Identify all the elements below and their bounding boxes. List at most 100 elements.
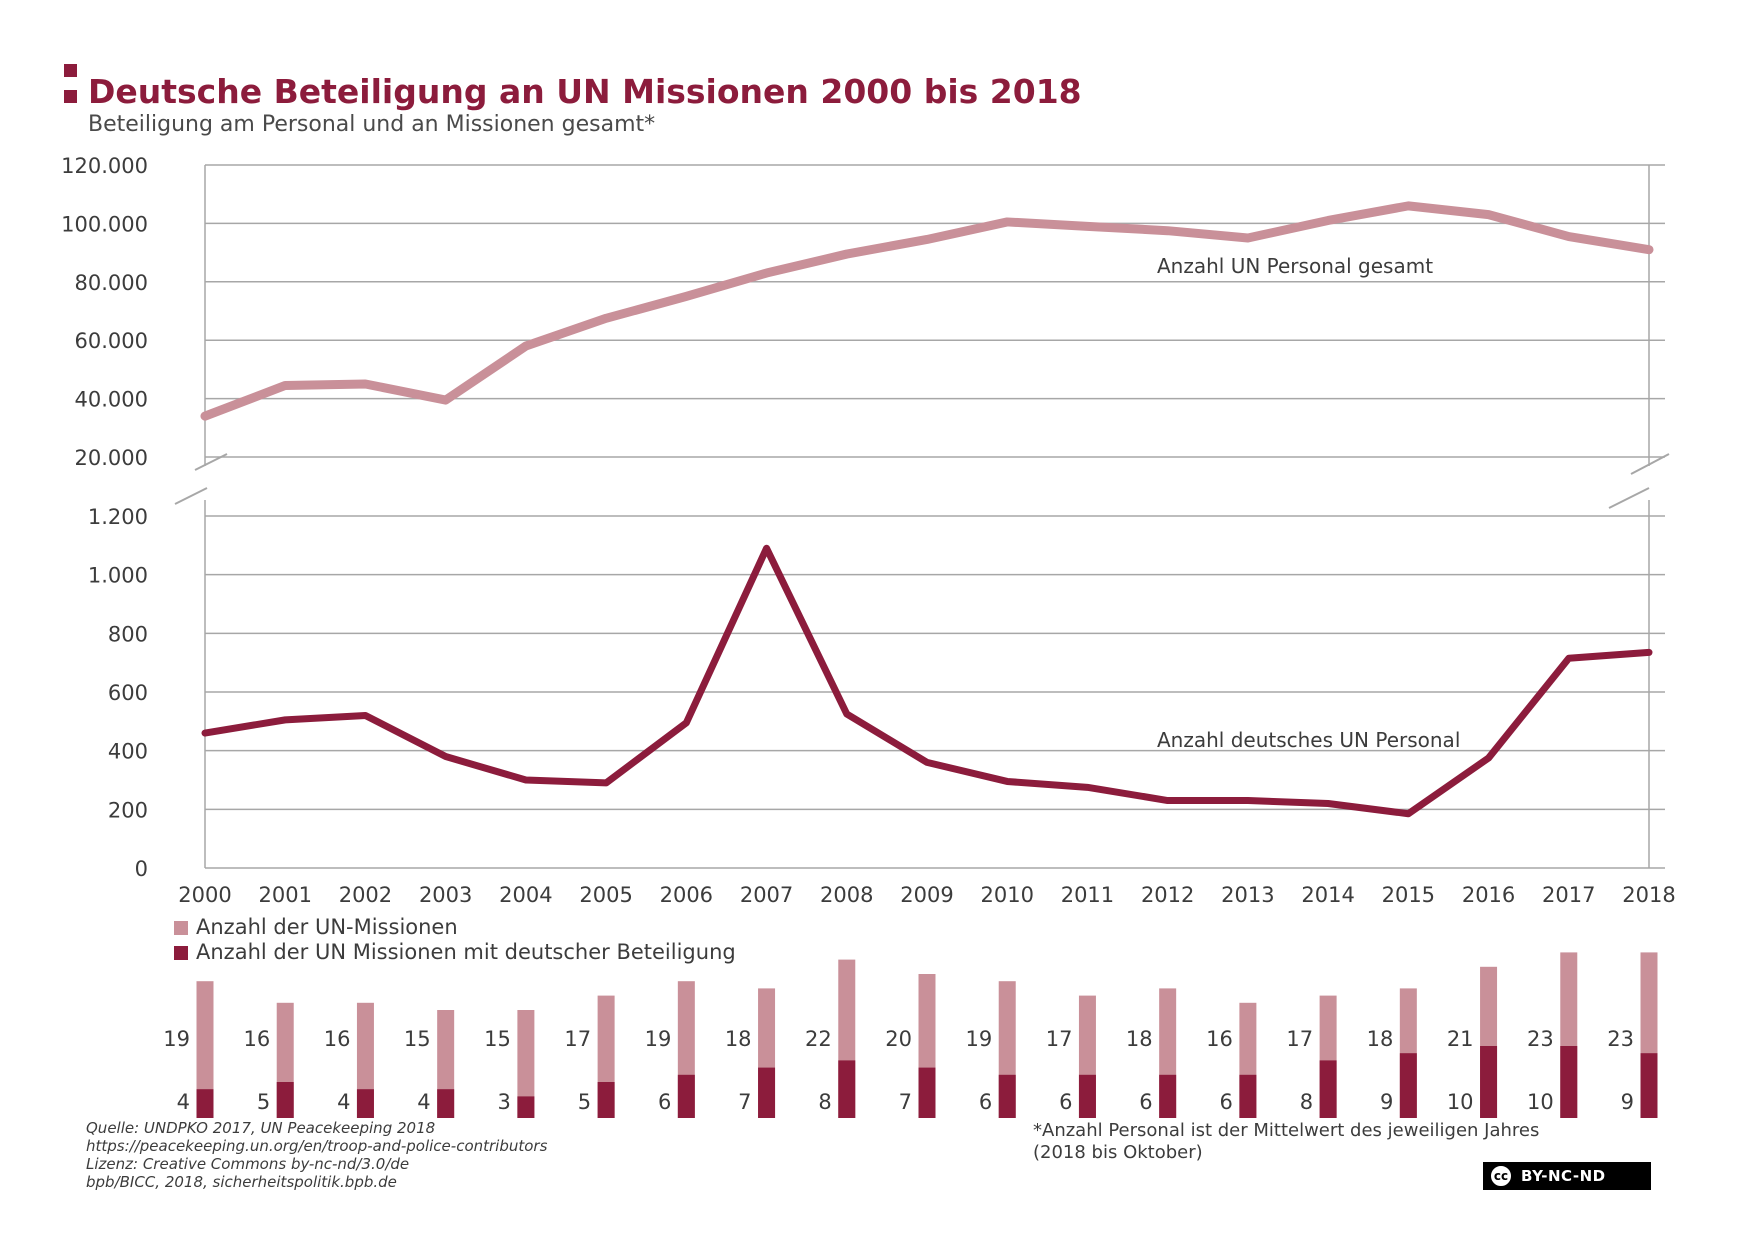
bar-german-missions [1399,1053,1417,1118]
x-tick-label: 2014 [1301,883,1354,907]
legend-swatch-dark [174,946,188,960]
page-subtitle: Beteiligung am Personal und an Missionen… [88,112,656,137]
bar-label-total-missions: 21 [1447,1027,1474,1051]
series-labels: Anzahl UN Personal gesamt Anzahl deutsche… [1157,254,1460,752]
bar-label-total-missions: 16 [243,1027,270,1051]
bar-label-german-missions: 4 [337,1090,350,1114]
bar-german-missions [437,1089,455,1118]
x-tick-label: 2004 [499,883,552,907]
bar-german-missions [517,1096,535,1118]
bar-label-german-missions: 4 [417,1090,430,1114]
bar-label-total-missions: 23 [1607,1027,1634,1051]
upper-panel-grid: 20.000 40.000 60.000 80.000 100.000 120.000 [61,154,1665,470]
axis-break-slash-left [194,453,228,471]
x-tick-label: 2012 [1141,883,1194,907]
lower-y-tick-label: 400 [108,740,148,764]
source-url: https://peacekeeping.un.org/en/troop-and… [86,1137,548,1155]
bar-german-missions [1480,1046,1498,1118]
bar-label-total-missions: 18 [725,1027,752,1051]
bar-label-german-missions: 6 [658,1090,671,1114]
axis-break-slash-right [1630,453,1670,475]
bar-german-missions [758,1067,776,1118]
bar-german-missions [1640,1053,1658,1118]
bar-label-german-missions: 4 [177,1090,190,1114]
lower-panel-grid: 0 200 400 600 800 1.000 1.200 [88,505,1665,881]
x-tick-label: 2010 [980,883,1033,907]
bar-label-german-missions: 8 [1300,1090,1313,1114]
footnote-line-1: *Anzahl Personal ist der Mittelwert des … [1033,1120,1540,1141]
bar-label-german-missions: 9 [1621,1090,1634,1114]
legend-swatch-light [174,921,188,935]
x-tick-label: 2013 [1221,883,1274,907]
bar-german-missions [196,1089,214,1118]
bar-label-total-missions: 18 [1126,1027,1153,1051]
series-lines [200,201,1654,818]
bar-german-missions [1560,1046,1578,1118]
axis-break-slash-left [174,487,208,505]
bar-label-total-missions: 15 [404,1027,431,1051]
bar-label-total-missions: 18 [1367,1027,1394,1051]
bar-german-missions [918,1067,936,1118]
bar-label-total-missions: 17 [564,1027,591,1051]
bar-label-total-missions: 19 [645,1027,672,1051]
bar-total-missions [196,981,214,1118]
title-marker-bottom [64,90,77,103]
bar-german-missions [998,1074,1016,1118]
bar-label-german-missions: 6 [1059,1090,1072,1114]
upper-y-tick-label: 60.000 [75,329,148,353]
x-tick-label: 2003 [419,883,472,907]
upper-y-tick-label: 100.000 [61,212,148,236]
x-tick-label: 2016 [1462,883,1515,907]
bar-label-total-missions: 20 [885,1027,912,1051]
bar-german-missions [677,1074,695,1118]
bar-german-missions [838,1060,856,1118]
axis-break-marks [174,453,1670,509]
bar-german-missions [1159,1074,1177,1118]
x-tick-label: 2018 [1622,883,1675,907]
bar-label-total-missions: 17 [1286,1027,1313,1051]
lower-y-tick-label: 1.200 [88,505,148,529]
series-label-german: Anzahl deutsches UN Personal [1157,728,1460,752]
bar-label-german-missions: 5 [578,1090,591,1114]
legend-item-german-missions: Anzahl der UN Missionen mit deutscher Be… [174,940,736,964]
cc-license-badge: cc BY-NC-ND [1483,1162,1651,1190]
publisher-line: bpb/BICC, 2018, sicherheitspolitik.bpb.d… [86,1173,397,1191]
bar-german-missions [356,1089,374,1118]
x-tick-label: 2009 [900,883,953,907]
x-tick-label: 2001 [258,883,311,907]
bar-label-german-missions: 5 [257,1090,270,1114]
upper-y-tick-label: 40.000 [75,388,148,412]
mission-bars: 19 4 16 5 16 4 15 4 15 3 17 5 19 6 18 7 22 8 20 7 19 6 17 6 18 6 1… [163,952,1658,1118]
bar-german-missions [597,1082,615,1118]
bar-label-german-missions: 6 [1139,1090,1152,1114]
series-line-un-total [200,201,1654,421]
x-tick-label: 2005 [579,883,632,907]
bar-label-german-missions: 3 [498,1090,511,1114]
license-line: Lizenz: Creative Commons by-nc-nd/3.0/de [86,1155,410,1173]
title-marker-top [64,64,77,77]
x-tick-label: 2008 [820,883,873,907]
cc-license-text: BY-NC-ND [1521,1167,1606,1185]
bar-label-total-missions: 16 [1206,1027,1233,1051]
axis-break-slash-right [1608,487,1650,509]
bar-label-german-missions: 8 [818,1090,831,1114]
bar-label-german-missions: 10 [1447,1090,1474,1114]
bar-label-german-missions: 7 [899,1090,912,1114]
bar-label-total-missions: 19 [965,1027,992,1051]
lower-y-tick-label: 800 [108,622,148,646]
x-tick-labels: 2000 2001 2002 2003 2004 2005 2006 2007 2008 2009… [178,883,1675,907]
bar-label-total-missions: 17 [1046,1027,1073,1051]
bar-label-total-missions: 19 [163,1027,190,1051]
page-title: Deutsche Beteiligung an UN Missionen 200… [88,72,1082,111]
x-tick-label: 2017 [1542,883,1595,907]
source-line: Quelle: UNDPKO 2017, UN Peacekeeping 201… [86,1119,436,1137]
legend-label-total-missions: Anzahl der UN-Missionen [196,915,458,939]
bar-german-missions [1078,1074,1096,1118]
x-tick-label: 2007 [740,883,793,907]
series-label-un-total: Anzahl UN Personal gesamt [1157,254,1433,278]
bar-german-missions [1239,1074,1257,1118]
lower-y-tick-label: 200 [108,798,148,822]
bar-label-german-missions: 6 [1220,1090,1233,1114]
